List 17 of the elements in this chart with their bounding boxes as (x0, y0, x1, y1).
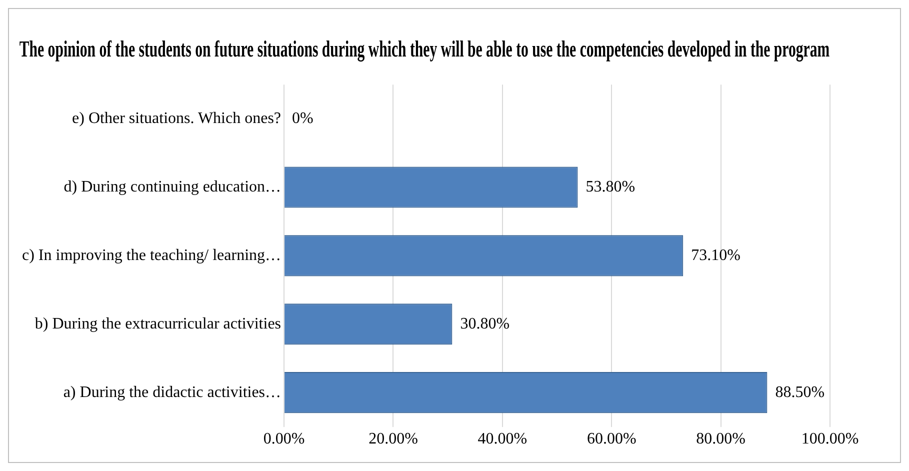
data-label: 0% (292, 110, 314, 128)
data-label: 73.10% (691, 246, 740, 264)
data-label: 53.80% (586, 178, 636, 196)
data-label: 88.50% (775, 384, 825, 401)
x-tick-label: 100.00% (801, 430, 859, 448)
y-tick-label: c) In improving the teaching/ learning… (22, 246, 282, 264)
x-tick-label: 0.00% (263, 430, 305, 448)
chart-title: The opinion of the students on future situations during which they will be able to use the competencies developed in the program (19, 38, 830, 63)
y-tick-label: d) During continuing education… (64, 178, 282, 196)
data-label: 30.80% (460, 315, 510, 332)
x-tick-label: 80.00% (696, 430, 746, 448)
x-tick-label: 20.00% (368, 430, 418, 448)
y-tick-label: a) During the didactic activities… (63, 384, 282, 401)
y-tick-label: e) Other situations. Which ones? (72, 110, 282, 128)
x-tick-label: 60.00% (586, 430, 636, 448)
x-tick-label: 40.00% (478, 430, 528, 448)
y-tick-label: b) During the extracurricular activities (34, 315, 282, 332)
